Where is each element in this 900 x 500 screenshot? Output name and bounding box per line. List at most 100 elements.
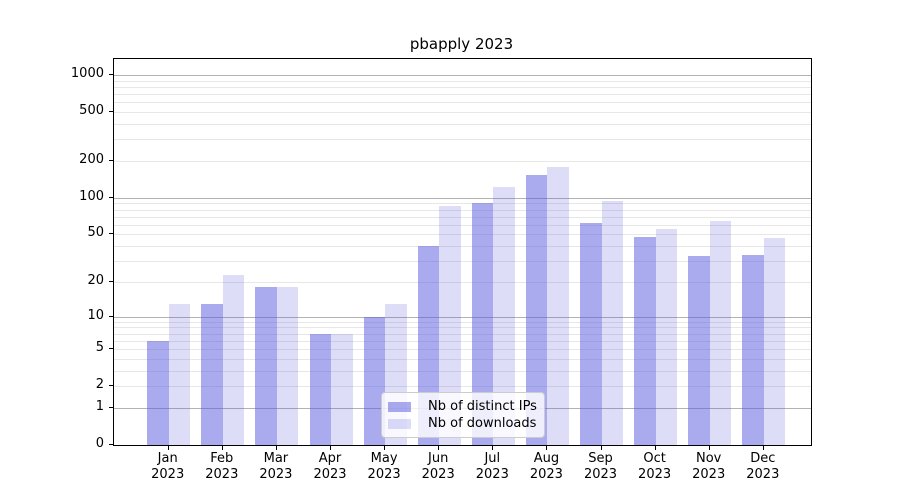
major-gridline xyxy=(114,75,811,76)
minor-gridline xyxy=(114,203,811,205)
bar-downloads-apr xyxy=(331,333,353,445)
y-tick-mark xyxy=(109,385,113,387)
bar-distinct-ips-aug xyxy=(525,174,548,445)
x-tick-label-jun: Jun 2023 xyxy=(421,451,455,482)
y-tick-mark xyxy=(109,444,113,445)
bar-downloads-sep xyxy=(601,200,623,445)
minor-gridline xyxy=(114,209,811,211)
y-tick-label-2: 2 xyxy=(95,377,104,393)
bar-downloads-mar xyxy=(276,287,299,445)
legend-swatch-downloads xyxy=(388,418,411,429)
bar-downloads-oct xyxy=(655,229,678,445)
bar-distinct-ips-apr xyxy=(309,333,331,445)
minor-gridline xyxy=(114,386,811,388)
y-tick-label-0: 0 xyxy=(95,436,104,451)
bar-distinct-ips-sep xyxy=(580,223,602,445)
minor-gridline xyxy=(114,358,811,360)
legend-label-downloads: Nb of downloads xyxy=(428,416,537,431)
minor-gridline xyxy=(114,161,811,162)
bar-distinct-ips-mar xyxy=(255,287,277,445)
x-tick-label-feb: Feb 2023 xyxy=(205,451,239,482)
minor-gridline xyxy=(114,112,811,114)
legend-item-distinct-ips: Nb of distinct IPs xyxy=(388,398,537,415)
y-tick-mark xyxy=(109,315,113,317)
x-tick-mark xyxy=(762,446,764,450)
bar-downloads-feb xyxy=(222,274,245,445)
major-gridline xyxy=(114,316,811,318)
y-tick-mark xyxy=(109,160,113,161)
y-tick-label-200: 200 xyxy=(79,152,104,167)
minor-gridline xyxy=(114,224,811,226)
x-tick-mark xyxy=(384,446,386,450)
y-tick-label-50: 50 xyxy=(87,225,104,241)
bar-distinct-ips-jul xyxy=(471,203,494,445)
y-tick-label-20: 20 xyxy=(87,272,104,288)
minor-gridline xyxy=(114,246,811,248)
y-tick-mark xyxy=(109,280,113,282)
bar-distinct-ips-dec xyxy=(742,254,764,445)
bar-distinct-ips-nov xyxy=(688,256,710,445)
y-tick-label-5: 5 xyxy=(95,340,104,355)
minor-gridline xyxy=(114,349,811,350)
bar-downloads-jul xyxy=(493,186,515,445)
minor-gridline xyxy=(114,340,811,342)
x-tick-label-sep: Sep 2023 xyxy=(583,451,618,482)
minor-gridline xyxy=(114,370,811,372)
bar-downloads-jun xyxy=(439,206,461,445)
x-tick-label-apr: Apr 2023 xyxy=(313,451,347,482)
x-tick-mark xyxy=(221,446,223,450)
chart-title: pbapply 2023 xyxy=(409,35,514,53)
bar-downloads-dec xyxy=(763,237,786,445)
minor-gridline xyxy=(114,333,811,335)
bar-distinct-ips-jan xyxy=(147,340,169,445)
minor-gridline xyxy=(114,261,811,263)
x-tick-mark xyxy=(330,446,331,450)
minor-gridline xyxy=(114,216,811,218)
y-tick-label-1000: 1000 xyxy=(70,66,104,81)
x-tick-label-nov: Nov 2023 xyxy=(692,451,726,482)
y-tick-mark xyxy=(109,196,113,198)
y-tick-mark xyxy=(109,348,113,349)
x-tick-label-may: May 2023 xyxy=(367,451,401,482)
x-tick-mark xyxy=(546,446,548,450)
legend: Nb of distinct IPs Nb of downloads xyxy=(381,392,545,438)
x-tick-mark xyxy=(275,446,277,450)
bar-distinct-ips-oct xyxy=(634,236,656,445)
x-tick-label-oct: Oct 2023 xyxy=(638,451,672,482)
bar-distinct-ips-feb xyxy=(201,303,223,445)
x-tick-label-aug: Aug 2023 xyxy=(529,451,563,482)
x-tick-mark xyxy=(654,446,656,450)
plot-area: Nb of distinct IPs Nb of downloads xyxy=(113,58,812,446)
y-tick-mark xyxy=(109,111,113,113)
bar-downloads-jan xyxy=(168,303,191,445)
minor-gridline xyxy=(114,102,811,104)
x-tick-mark xyxy=(708,446,710,450)
minor-gridline xyxy=(114,321,811,323)
x-tick-mark xyxy=(600,446,602,450)
y-tick-mark xyxy=(109,233,113,235)
x-tick-label-dec: Dec 2023 xyxy=(746,451,780,482)
minor-gridline xyxy=(114,86,811,88)
x-tick-label-mar: Mar 2023 xyxy=(259,451,293,482)
y-tick-label-500: 500 xyxy=(79,103,104,119)
legend-item-downloads: Nb of downloads xyxy=(388,415,536,432)
minor-gridline xyxy=(114,327,811,329)
y-tick-label-1: 1 xyxy=(95,398,104,414)
x-tick-mark xyxy=(438,446,440,450)
minor-gridline xyxy=(114,80,811,82)
minor-gridline xyxy=(114,281,811,283)
bar-distinct-ips-may xyxy=(363,316,386,445)
x-tick-label-jul: Jul 2023 xyxy=(475,451,509,482)
bar-downloads-nov xyxy=(709,220,732,445)
minor-gridline xyxy=(114,94,811,96)
y-tick-label-100: 100 xyxy=(79,188,104,204)
x-tick-label-jan: Jan 2023 xyxy=(151,451,185,482)
bar-downloads-aug xyxy=(547,166,569,445)
minor-gridline xyxy=(114,139,811,141)
legend-label-distinct-ips: Nb of distinct IPs xyxy=(428,399,537,414)
y-tick-mark xyxy=(109,74,113,75)
minor-gridline xyxy=(114,124,811,125)
x-tick-mark xyxy=(492,446,494,450)
legend-swatch-distinct-ips xyxy=(388,401,411,412)
